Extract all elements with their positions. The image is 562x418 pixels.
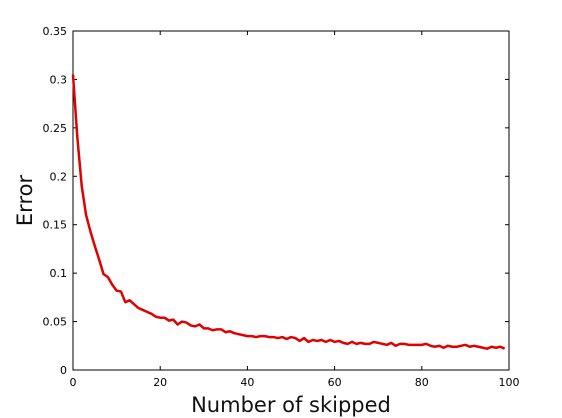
x-tick-label: 0 — [70, 376, 77, 389]
y-axis-title: Error — [13, 175, 37, 227]
y-tick-label: 0.2 — [50, 170, 68, 183]
x-tick-label: 20 — [153, 376, 167, 389]
axes: 0 20 40 60 80 100 0 0.05 0.1 0.15 0.2 0.25 0.3 0.35 — [43, 25, 520, 389]
x-tick-label: 40 — [240, 376, 254, 389]
y-tick-label: 0.3 — [50, 73, 68, 86]
x-tick-label: 60 — [328, 376, 342, 389]
y-tick-label: 0.25 — [43, 122, 68, 135]
y-tick-label: 0.1 — [50, 267, 68, 280]
x-tick-label: 100 — [499, 376, 520, 389]
x-tick-label: 80 — [415, 376, 429, 389]
series-layer — [71, 74, 506, 350]
x-axis-title: Number of skipped — [191, 393, 391, 417]
y-tick-label: 0.05 — [43, 316, 68, 329]
plot-frame — [72, 30, 510, 371]
y-tick-label: 0 — [60, 364, 67, 377]
y-tick-label: 0.35 — [43, 25, 68, 38]
series-line — [71, 74, 506, 350]
y-tick-label: 0.15 — [43, 219, 68, 232]
